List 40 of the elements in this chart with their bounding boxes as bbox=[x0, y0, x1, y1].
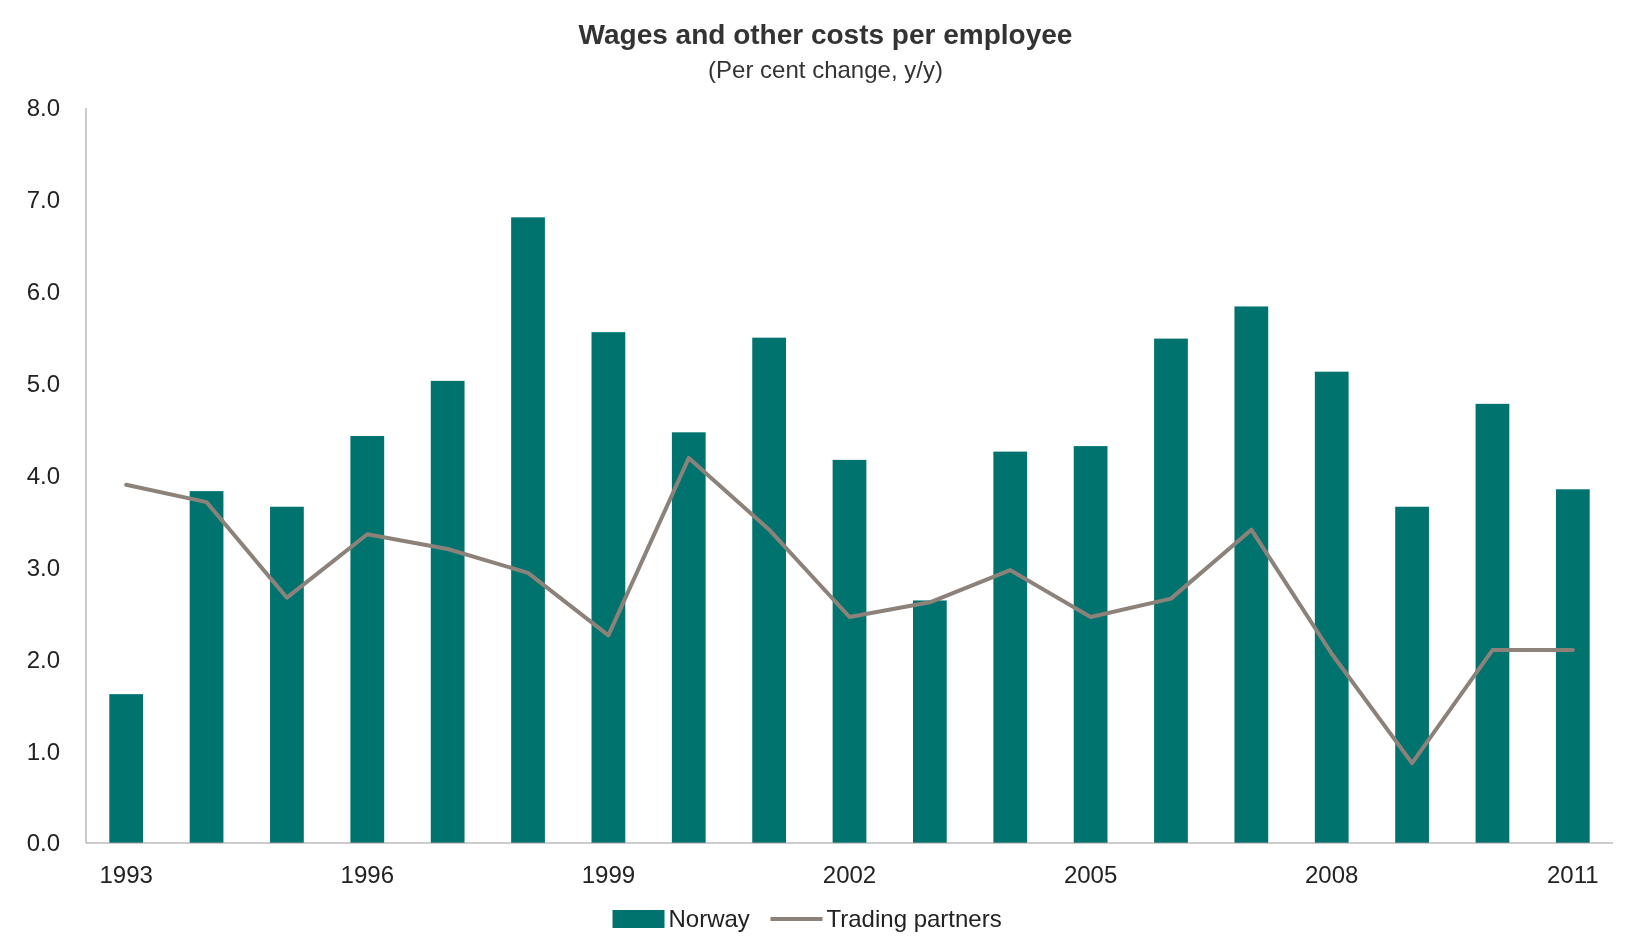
bar bbox=[1555, 489, 1590, 843]
bar bbox=[350, 435, 385, 843]
bar bbox=[1314, 371, 1349, 843]
bar bbox=[591, 332, 626, 843]
bar bbox=[912, 600, 947, 843]
bar bbox=[1234, 306, 1269, 843]
chart-title: Wages and other costs per employee bbox=[578, 19, 1073, 50]
bar bbox=[1475, 403, 1510, 843]
x-tick-label: 1993 bbox=[99, 861, 153, 888]
x-tick-label: 1996 bbox=[340, 861, 394, 888]
bar bbox=[1154, 338, 1188, 843]
y-tick-label: 0.0 bbox=[26, 829, 60, 857]
bar bbox=[511, 217, 545, 843]
legend-label: Trading partners bbox=[826, 905, 1002, 932]
bar bbox=[1073, 446, 1108, 843]
y-tick-label: 6.0 bbox=[26, 278, 60, 306]
bar bbox=[270, 506, 304, 843]
y-tick-label: 5.0 bbox=[26, 370, 60, 398]
y-tick-label: 4.0 bbox=[26, 461, 60, 489]
y-tick-label: 2.0 bbox=[26, 645, 60, 673]
bar bbox=[1395, 506, 1429, 843]
x-tick-label: 2002 bbox=[822, 861, 877, 888]
x-tick-label: 1999 bbox=[581, 861, 636, 888]
bar bbox=[993, 451, 1028, 843]
bar bbox=[430, 380, 465, 843]
y-tick-label: 3.0 bbox=[26, 553, 60, 581]
line-series bbox=[124, 456, 1575, 766]
y-tick-label: 7.0 bbox=[26, 186, 60, 214]
bar bbox=[752, 337, 787, 843]
bar bbox=[109, 694, 144, 843]
bar bbox=[832, 459, 867, 843]
y-tick-label: 8.0 bbox=[26, 94, 60, 122]
y-tick-label: 1.0 bbox=[26, 737, 60, 765]
x-tick-label: 2011 bbox=[1547, 861, 1599, 888]
legend-label: Norway bbox=[668, 905, 750, 932]
x-tick-label: 2008 bbox=[1305, 861, 1359, 888]
bar bbox=[189, 491, 224, 843]
bar bbox=[671, 432, 706, 843]
chart-subtitle: (Per cent change, y/y) bbox=[708, 56, 943, 83]
x-tick-label: 2005 bbox=[1063, 861, 1118, 888]
